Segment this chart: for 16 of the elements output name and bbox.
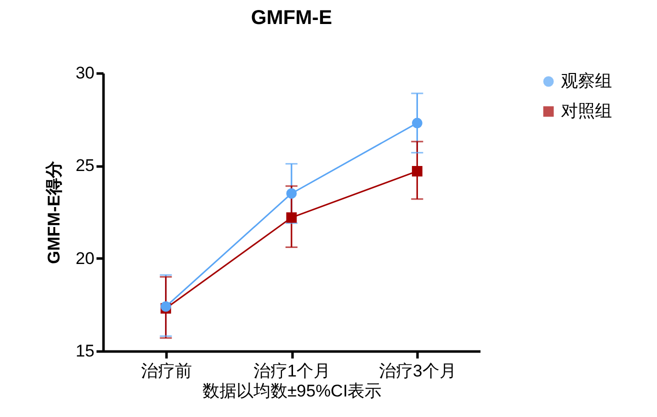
x-tick-label: 治疗前 bbox=[140, 362, 192, 380]
y-tick-label: 20 bbox=[76, 248, 94, 268]
x-tick-label: 治疗3个月 bbox=[378, 362, 456, 380]
y-axis-title: GMFM-E得分 bbox=[44, 160, 64, 264]
point bbox=[286, 212, 297, 223]
legend-label: 对照组 bbox=[561, 102, 612, 120]
x-axis-title: 数据以均数±95%CI表示 bbox=[202, 382, 382, 400]
y-tick-label: 25 bbox=[76, 156, 94, 176]
y-tick-label: 15 bbox=[76, 342, 94, 360]
point bbox=[412, 166, 422, 176]
chart-title: GMFM-E bbox=[250, 7, 332, 29]
point bbox=[412, 118, 422, 128]
point bbox=[286, 188, 297, 199]
legend-label: 观察组 bbox=[561, 72, 612, 90]
x-tick-label: 治疗1个月 bbox=[253, 362, 331, 380]
y-tick-label: 30 bbox=[76, 64, 94, 82]
